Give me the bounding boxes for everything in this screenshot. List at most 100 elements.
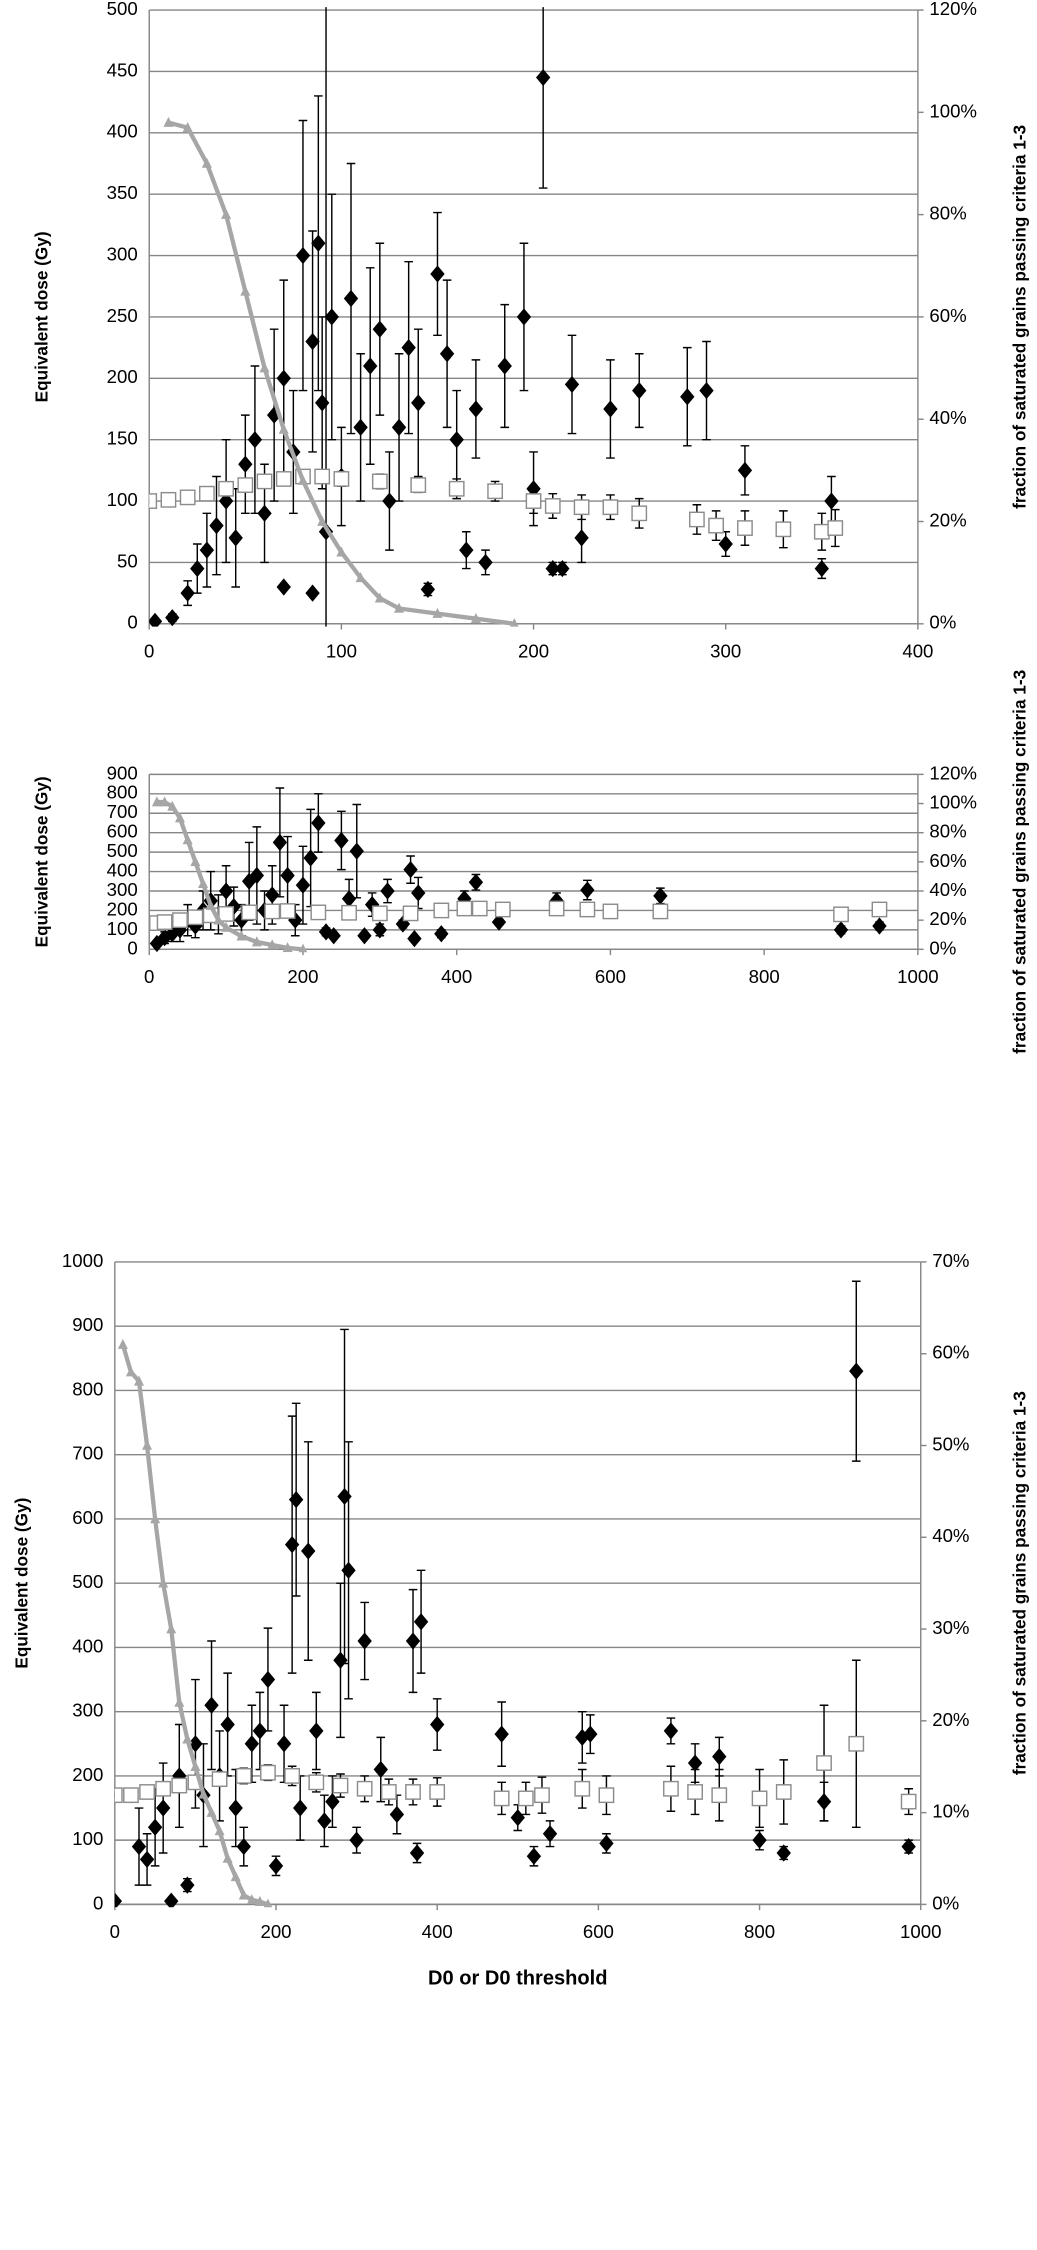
data-point <box>510 1809 525 1827</box>
data-point <box>156 1799 171 1817</box>
data-point <box>357 927 372 945</box>
y-tick-label: 600 <box>72 1507 103 1528</box>
data-point <box>353 418 368 437</box>
data-point <box>190 559 205 578</box>
data-point <box>356 1780 373 1797</box>
y-tick-label: 200 <box>107 898 138 919</box>
y-tick-label: 500 <box>107 840 138 861</box>
data-point <box>583 1725 598 1743</box>
data-point <box>349 1831 364 1849</box>
data-point <box>341 1561 356 1579</box>
y-tick-label: 400 <box>72 1635 103 1656</box>
y-tick-label: 900 <box>72 1314 103 1335</box>
data-point <box>872 917 887 935</box>
data-point <box>288 1491 304 1509</box>
data-point <box>201 157 212 168</box>
y-tick-label: 500 <box>72 1571 103 1592</box>
data-point <box>244 1735 259 1753</box>
y-tick-label: 50 <box>117 550 138 571</box>
data-point <box>117 1338 128 1349</box>
y2-tick-label: 120% <box>929 762 977 783</box>
data-point <box>308 1774 325 1791</box>
data-point <box>372 320 387 338</box>
data-point <box>382 492 397 510</box>
data-point <box>401 339 416 357</box>
y-tick-label: 1000 <box>62 1250 103 1271</box>
data-point <box>151 796 162 807</box>
data-point <box>516 308 532 326</box>
plot-area <box>149 7 844 627</box>
data-point <box>510 618 519 627</box>
y2-axis-label: fraction of saturated grains passing cri… <box>1010 670 1030 1054</box>
data-point <box>275 471 292 487</box>
data-point <box>218 906 234 922</box>
data-point <box>343 289 359 308</box>
data-point <box>267 939 278 950</box>
data-point <box>276 369 291 387</box>
data-point <box>410 477 427 493</box>
data-point <box>142 1439 153 1450</box>
data-point <box>487 483 504 500</box>
data-point <box>325 1793 340 1811</box>
data-point <box>174 812 186 823</box>
data-point <box>680 388 695 406</box>
data-point <box>827 520 844 536</box>
data-point <box>182 121 193 132</box>
data-point <box>221 208 232 219</box>
data-point <box>900 1793 917 1810</box>
data-point <box>293 1799 308 1817</box>
x-tick-label: 200 <box>260 1921 291 1942</box>
data-point <box>247 431 263 449</box>
y-tick-label: 200 <box>107 366 138 387</box>
data-point <box>776 1844 791 1862</box>
data-point <box>311 234 326 252</box>
y2-tick-label: 80% <box>929 203 966 224</box>
data-point <box>403 861 418 879</box>
data-point <box>333 1651 348 1669</box>
data-point <box>150 1513 161 1524</box>
data-point <box>230 1871 241 1882</box>
data-point <box>268 1857 284 1875</box>
data-point <box>237 477 254 493</box>
x-tick-label: 400 <box>422 1921 453 1942</box>
y-axis-label: Equivalent dose (Gy) <box>32 231 52 402</box>
data-point <box>278 423 289 434</box>
data-point <box>718 535 733 553</box>
x-tick-label: 200 <box>518 640 549 661</box>
data-point <box>238 1889 249 1900</box>
data-point <box>712 1748 727 1766</box>
data-point <box>456 900 473 917</box>
data-point <box>180 584 195 602</box>
y2-tick-label: 80% <box>929 821 966 842</box>
data-point <box>305 584 320 602</box>
data-point <box>405 1632 421 1650</box>
data-point <box>218 480 234 497</box>
data-point <box>114 1892 122 1908</box>
data-point <box>373 1760 388 1779</box>
data-point <box>297 474 308 485</box>
x-tick-label: 600 <box>595 966 626 987</box>
data-point <box>252 1722 268 1740</box>
data-point <box>317 1812 332 1830</box>
y2-tick-label: 60% <box>929 850 966 871</box>
data-point <box>470 612 481 623</box>
data-point <box>871 901 888 918</box>
data-point <box>687 1784 703 1800</box>
x-tick-label: 200 <box>287 966 318 987</box>
y-tick-label: 700 <box>107 801 138 822</box>
data-point <box>632 381 647 400</box>
data-point <box>901 1837 916 1856</box>
data-point <box>199 541 215 559</box>
y-tick-label: 100 <box>107 489 138 510</box>
y-tick-label: 800 <box>107 782 138 803</box>
data-point <box>235 1768 252 1784</box>
y-tick-label: 400 <box>107 121 138 142</box>
data-point <box>459 541 474 559</box>
y2-tick-label: 0% <box>932 1892 959 1913</box>
data-point <box>211 1771 228 1788</box>
data-point <box>222 1852 233 1863</box>
data-point <box>439 345 455 363</box>
data-point <box>432 607 443 618</box>
data-point <box>430 1715 445 1734</box>
data-point <box>163 116 174 127</box>
